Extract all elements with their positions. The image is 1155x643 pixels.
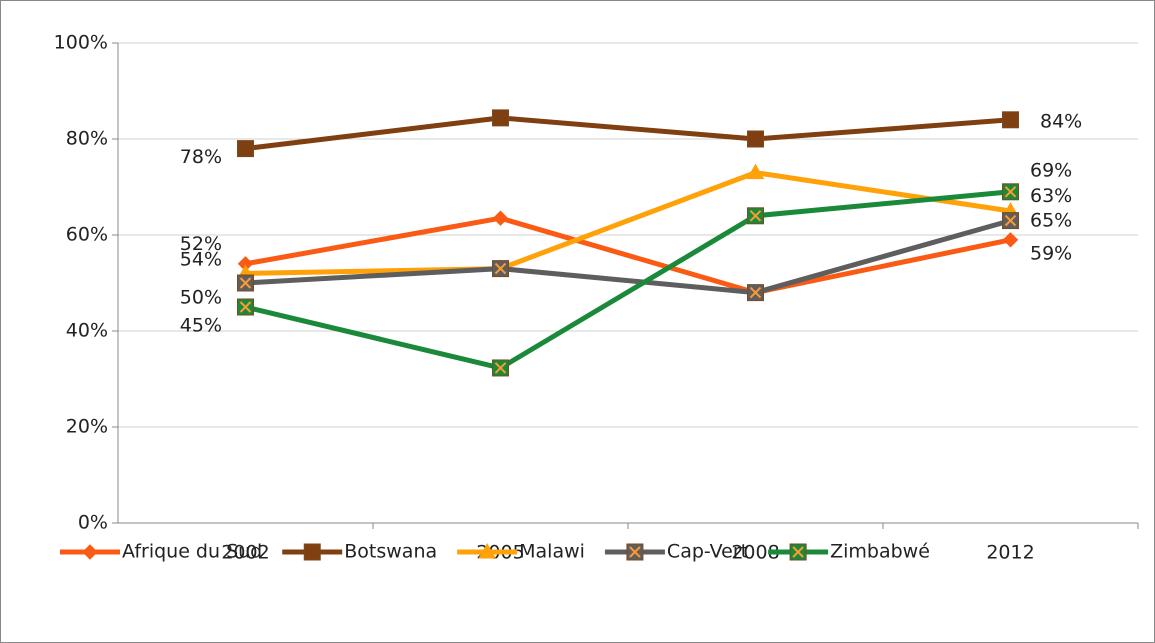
- series-line: [244, 189, 1011, 371]
- data-label: 45%: [180, 315, 222, 337]
- legend-label: Malawi: [519, 541, 585, 563]
- legend-label: Cap-Vert: [667, 541, 748, 563]
- y-tick-label: 100%: [54, 32, 108, 54]
- marker-cross: [629, 546, 641, 558]
- x-tick-label: 2012: [986, 542, 1034, 564]
- y-tick-label: 40%: [66, 320, 108, 342]
- legend-item: Cap-Vert: [604, 541, 748, 563]
- marker-cross: [494, 262, 507, 275]
- series-line: [245, 218, 1012, 296]
- legend-label: Afrique du Sud: [122, 541, 262, 563]
- data-label: 52%: [180, 233, 222, 255]
- series: [237, 183, 1019, 377]
- series: [237, 212, 1019, 302]
- marker-cross: [239, 301, 252, 313]
- y-tick-label: 0%: [78, 512, 108, 534]
- data-label: 78%: [180, 146, 222, 168]
- marker: [746, 163, 765, 180]
- marker: [492, 210, 509, 226]
- data-label: 50%: [180, 287, 222, 309]
- marker: [747, 130, 764, 148]
- series: [237, 109, 1019, 158]
- marker: [237, 140, 254, 158]
- x-tick-label: 2008: [731, 542, 779, 564]
- marker-cross: [494, 362, 507, 374]
- x-tick-label: 2002: [221, 542, 269, 564]
- marker-cross: [239, 277, 252, 289]
- y-tick-label: 60%: [66, 224, 108, 246]
- y-tick-label: 80%: [66, 128, 108, 150]
- legend-label: Botswana: [344, 541, 437, 563]
- marker: [303, 543, 321, 561]
- legend-item: Afrique du Sud: [60, 541, 262, 563]
- legend-label: Zimbabwé: [830, 541, 930, 563]
- marker-cross: [749, 286, 762, 299]
- marker: [1002, 232, 1019, 248]
- y-tick-label: 20%: [66, 416, 108, 438]
- marker: [82, 544, 98, 560]
- data-label: 69%: [1030, 159, 1072, 181]
- marker-cross: [1004, 214, 1017, 227]
- legend-item: Botswana: [282, 541, 437, 563]
- series-line: [245, 170, 1011, 276]
- legend-item: Zimbabwé: [768, 541, 930, 563]
- marker: [478, 542, 497, 559]
- data-label: 59%: [1030, 242, 1072, 264]
- marker-cross: [749, 210, 762, 222]
- data-label: 65%: [1030, 210, 1072, 232]
- series-line: [245, 215, 1012, 296]
- marker-cross: [1004, 186, 1017, 198]
- marker: [492, 109, 509, 127]
- series-line: [245, 115, 1011, 152]
- data-label: 63%: [1030, 185, 1072, 207]
- data-label: 54%: [180, 248, 222, 270]
- marker-cross: [792, 546, 804, 558]
- marker: [1002, 111, 1019, 129]
- legend-item: Malawi: [457, 541, 585, 563]
- data-label: 84%: [1040, 110, 1082, 132]
